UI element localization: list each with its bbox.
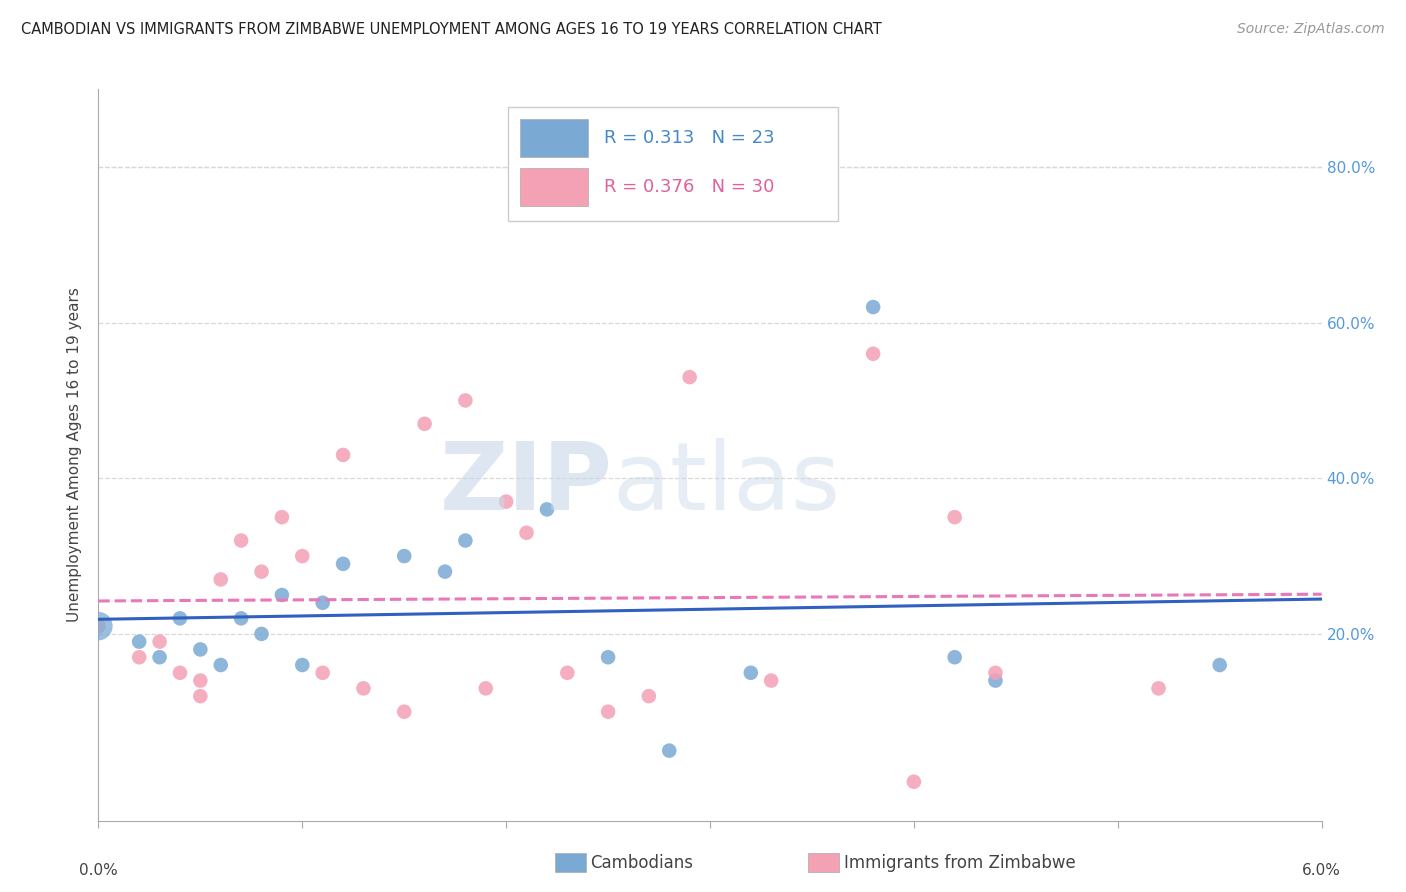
- Text: 6.0%: 6.0%: [1302, 863, 1341, 879]
- Point: [637, 689, 661, 703]
- Point: [149, 650, 172, 665]
- FancyBboxPatch shape: [520, 120, 588, 157]
- FancyBboxPatch shape: [508, 108, 838, 221]
- Point: [454, 393, 477, 408]
- Point: [352, 681, 374, 696]
- Point: [984, 665, 1007, 680]
- Point: [169, 611, 191, 625]
- Point: [658, 743, 681, 757]
- Point: [536, 502, 558, 516]
- Point: [332, 448, 354, 462]
- Text: Cambodians: Cambodians: [591, 854, 693, 871]
- Point: [128, 634, 150, 648]
- Point: [231, 611, 253, 625]
- Point: [984, 673, 1007, 688]
- Text: atlas: atlas: [612, 438, 841, 530]
- Point: [231, 533, 253, 548]
- Point: [188, 673, 212, 688]
- Point: [209, 573, 232, 587]
- Text: ZIP: ZIP: [439, 438, 612, 530]
- Point: [516, 525, 538, 540]
- Point: [495, 494, 517, 508]
- Point: [270, 588, 292, 602]
- Point: [598, 650, 620, 665]
- Point: [598, 705, 620, 719]
- Point: [903, 774, 925, 789]
- Y-axis label: Unemployment Among Ages 16 to 19 years: Unemployment Among Ages 16 to 19 years: [67, 287, 83, 623]
- Text: Immigrants from Zimbabwe: Immigrants from Zimbabwe: [844, 854, 1076, 871]
- Text: R = 0.313   N = 23: R = 0.313 N = 23: [603, 129, 775, 147]
- Text: 0.0%: 0.0%: [79, 863, 118, 879]
- Point: [311, 596, 335, 610]
- Point: [169, 665, 191, 680]
- Point: [761, 673, 783, 688]
- Point: [188, 689, 212, 703]
- Point: [862, 347, 884, 361]
- Point: [291, 658, 314, 673]
- Point: [291, 549, 314, 563]
- Point: [474, 681, 498, 696]
- Point: [209, 658, 232, 673]
- Point: [87, 619, 110, 633]
- Point: [332, 557, 354, 571]
- Point: [454, 533, 477, 548]
- Point: [250, 565, 273, 579]
- Point: [392, 549, 416, 563]
- Point: [250, 627, 273, 641]
- Point: [1208, 658, 1232, 673]
- Point: [87, 619, 110, 633]
- Point: [862, 300, 884, 314]
- Point: [413, 417, 436, 431]
- Point: [943, 510, 966, 524]
- Text: Source: ZipAtlas.com: Source: ZipAtlas.com: [1237, 22, 1385, 37]
- Point: [740, 665, 762, 680]
- FancyBboxPatch shape: [520, 169, 588, 206]
- Point: [555, 665, 579, 680]
- Point: [943, 650, 966, 665]
- Point: [128, 650, 150, 665]
- Point: [392, 705, 416, 719]
- Text: R = 0.376   N = 30: R = 0.376 N = 30: [603, 178, 773, 196]
- Point: [679, 370, 702, 384]
- Point: [433, 565, 456, 579]
- Point: [149, 634, 172, 648]
- Point: [1147, 681, 1170, 696]
- Point: [311, 665, 335, 680]
- Point: [188, 642, 212, 657]
- Text: CAMBODIAN VS IMMIGRANTS FROM ZIMBABWE UNEMPLOYMENT AMONG AGES 16 TO 19 YEARS COR: CAMBODIAN VS IMMIGRANTS FROM ZIMBABWE UN…: [21, 22, 882, 37]
- Point: [270, 510, 292, 524]
